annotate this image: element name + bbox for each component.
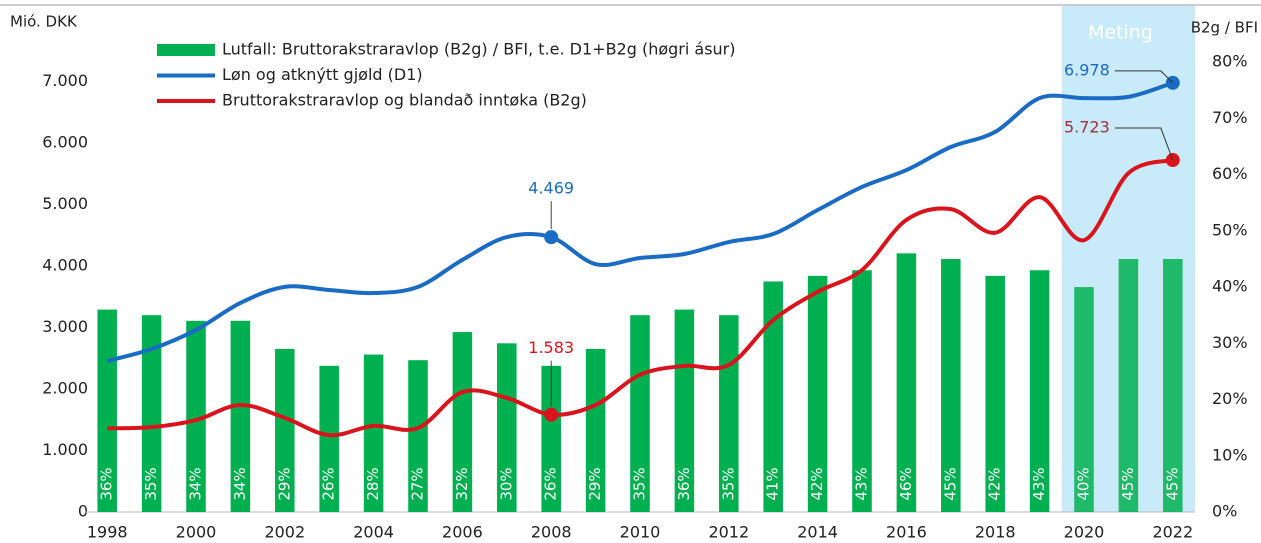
bar [497, 343, 517, 512]
x-tick-label: 2022 [1152, 523, 1193, 542]
bar [141, 315, 162, 512]
point-label: 5.723 [1064, 118, 1110, 137]
bar-label: 34% [231, 467, 249, 500]
bar [408, 360, 428, 512]
legend-label: Bruttorakstraravlop og blandað inntøka (… [222, 91, 587, 110]
bar [186, 320, 206, 512]
x-tick-label: 1998 [87, 523, 128, 542]
x-tick-label: 2004 [353, 523, 394, 542]
bar-label: 45% [1163, 467, 1181, 500]
y2-tick-label: 50% [1212, 220, 1248, 239]
point-label: 1.583 [528, 338, 574, 357]
bar-label: 41% [764, 467, 782, 500]
bar-label: 45% [1119, 467, 1137, 500]
bar [719, 315, 739, 512]
bar-label: 40% [1075, 467, 1093, 500]
y2-axis-label: B2g / BFI [1191, 19, 1258, 37]
legend-swatch [157, 44, 215, 56]
point-marker [544, 407, 559, 422]
bar-label: 42% [986, 467, 1004, 500]
bar-label: 30% [497, 467, 515, 500]
bar [852, 270, 872, 512]
y-tick-label: 3.000 [42, 317, 88, 336]
y-tick-label: 0 [78, 502, 88, 521]
bar [1029, 270, 1050, 512]
y-tick-label: 6.000 [42, 133, 88, 152]
x-tick-label: 2018 [975, 523, 1016, 542]
bar-label: 35% [719, 467, 737, 500]
y-tick-label: 1.000 [42, 440, 88, 459]
bar [363, 354, 384, 512]
point-marker [544, 230, 559, 245]
x-tick-label: 2016 [886, 523, 927, 542]
bar-label: 34% [187, 467, 205, 500]
bar [541, 365, 561, 512]
bar-label: 35% [631, 467, 649, 500]
bar-label: 36% [675, 467, 693, 500]
y2-tick-label: 80% [1212, 52, 1248, 71]
bar-label: 36% [98, 467, 116, 500]
legend-label: Lutfall: Bruttorakstraravlop (B2g) / BFI… [222, 40, 736, 59]
bar-label: 32% [453, 467, 471, 500]
legend-label: Løn og atknýtt gjøld (D1) [222, 65, 423, 84]
bar-label: 35% [142, 467, 160, 500]
y2-tick-label: 40% [1212, 277, 1248, 296]
y2-tick-label: 10% [1212, 445, 1248, 464]
y2-tick-label: 70% [1212, 108, 1248, 127]
x-tick-label: 2010 [620, 523, 661, 542]
x-tick-label: 2014 [797, 523, 838, 542]
bar-label: 43% [1030, 467, 1048, 500]
bar-label: 46% [897, 467, 915, 500]
y2-tick-label: 60% [1212, 164, 1248, 183]
bar [807, 275, 828, 512]
bar [763, 281, 783, 512]
bar-label: 26% [542, 467, 560, 500]
y-tick-label: 4.000 [42, 256, 88, 275]
bar-label: 45% [941, 467, 959, 500]
bar [319, 365, 339, 512]
bar [630, 315, 650, 512]
bar-label: 29% [586, 467, 604, 500]
x-tick-label: 2006 [442, 523, 483, 542]
bar [452, 332, 473, 512]
bar-label: 26% [320, 467, 338, 500]
y-tick-label: 5.000 [42, 194, 88, 213]
bar-label: 42% [808, 467, 826, 500]
bar [985, 275, 1005, 512]
x-tick-label: 2012 [708, 523, 749, 542]
bar [1118, 258, 1139, 512]
bar [941, 258, 961, 512]
forecast-label: Meting [1088, 22, 1153, 44]
bar [275, 348, 295, 512]
bar [1163, 258, 1183, 512]
x-tick-label: 2000 [176, 523, 217, 542]
y2-tick-label: 0% [1212, 502, 1237, 521]
bar-label: 43% [853, 467, 871, 500]
y-tick-label: 2.000 [42, 379, 88, 398]
bar-label: 27% [409, 467, 427, 500]
bar [1074, 287, 1094, 512]
x-tick-label: 2008 [531, 523, 572, 542]
y-tick-label: 7.000 [42, 71, 88, 90]
leader-line [1114, 127, 1174, 161]
y-axis-label: Mió. DKK [10, 13, 78, 31]
bar-label: 29% [275, 467, 293, 500]
point-label: 4.469 [528, 179, 574, 198]
bar [674, 309, 695, 512]
line [106, 80, 1174, 363]
bar [230, 320, 251, 512]
x-tick-label: 2002 [264, 523, 305, 542]
x-tick-label: 2020 [1064, 523, 1105, 542]
y2-tick-label: 30% [1212, 333, 1248, 352]
y2-tick-label: 20% [1212, 389, 1248, 408]
bar [896, 253, 917, 512]
bar [585, 348, 606, 512]
leader-line [1114, 70, 1174, 84]
point-label: 6.978 [1064, 60, 1110, 79]
bar-label: 28% [364, 467, 382, 500]
line [107, 158, 1174, 438]
